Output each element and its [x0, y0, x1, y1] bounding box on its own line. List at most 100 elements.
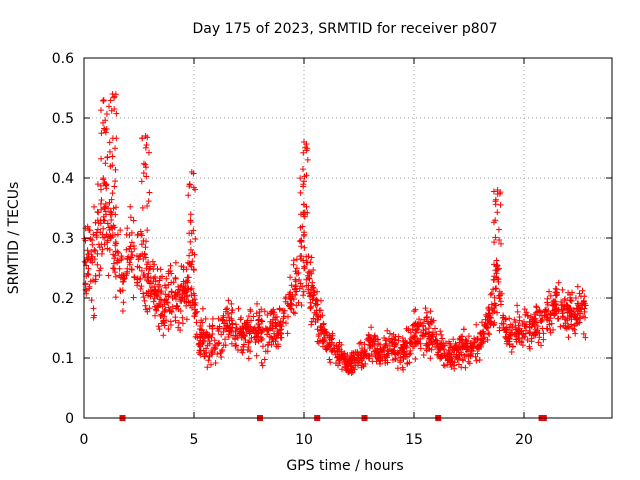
data-point	[504, 326, 510, 333]
data-point	[491, 261, 497, 268]
data-point	[214, 351, 221, 357]
data-point	[142, 133, 149, 139]
data-point	[119, 308, 126, 314]
data-point	[510, 343, 516, 350]
data-point	[498, 240, 504, 247]
data-point	[418, 329, 424, 336]
data-point	[523, 327, 529, 334]
data-point	[564, 303, 571, 310]
data-point	[506, 335, 513, 342]
data-point	[560, 322, 567, 329]
data-point	[320, 331, 327, 337]
data-point	[292, 310, 298, 317]
data-point	[453, 351, 460, 358]
data-point	[90, 277, 96, 284]
data-point	[313, 307, 320, 314]
data-point	[523, 309, 530, 316]
data-point	[90, 314, 97, 321]
data-point	[101, 241, 108, 248]
data-point	[364, 336, 371, 343]
data-point	[145, 270, 152, 277]
data-point	[212, 360, 219, 366]
data-point	[528, 323, 535, 330]
data-point	[494, 275, 501, 282]
data-point	[143, 164, 149, 171]
data-point	[424, 314, 431, 320]
data-point	[90, 305, 97, 312]
data-point	[261, 308, 268, 315]
data-point	[264, 312, 271, 318]
data-point	[400, 356, 407, 362]
data-point	[95, 209, 102, 216]
data-point	[160, 318, 167, 325]
data-point	[350, 364, 357, 371]
data-point	[533, 303, 540, 310]
data-point	[384, 327, 391, 334]
data-point	[178, 263, 185, 270]
data-point	[143, 265, 150, 272]
y-tick-label: 0.6	[52, 51, 74, 67]
data-point	[559, 286, 566, 293]
data-point	[450, 336, 457, 343]
data-point	[426, 331, 433, 338]
data-point	[521, 306, 528, 313]
data-point	[506, 315, 513, 322]
data-point	[134, 253, 140, 259]
data-point	[225, 297, 232, 304]
data-point	[157, 290, 164, 296]
data-point	[168, 289, 175, 296]
data-point	[100, 97, 107, 103]
data-point	[269, 336, 276, 343]
data-point	[277, 318, 284, 325]
data-point	[323, 346, 330, 353]
data-point	[497, 201, 504, 208]
data-point	[145, 290, 152, 297]
data-point	[205, 357, 212, 364]
data-point	[347, 360, 354, 367]
data-point	[253, 310, 260, 317]
data-point	[215, 315, 222, 322]
data-point	[285, 313, 291, 320]
data-point	[90, 231, 97, 238]
data-point	[560, 305, 567, 312]
data-point	[448, 364, 455, 370]
data-point	[188, 169, 195, 175]
data-point	[147, 279, 154, 286]
data-point	[412, 356, 419, 362]
data-point	[130, 243, 137, 249]
data-point	[478, 339, 485, 346]
data-point	[490, 188, 497, 195]
data-point	[168, 309, 175, 315]
data-point	[138, 267, 145, 274]
data-point	[399, 335, 406, 342]
data-point	[87, 236, 94, 242]
data-point	[97, 217, 104, 224]
data-point	[567, 297, 574, 304]
data-point	[320, 320, 327, 327]
data-point	[321, 336, 328, 343]
data-point	[473, 321, 480, 328]
data-point	[187, 246, 194, 253]
data-point	[298, 211, 304, 218]
data-point	[470, 343, 477, 350]
data-point	[327, 359, 334, 366]
data-point	[98, 107, 104, 114]
data-point	[402, 339, 409, 346]
data-point	[484, 320, 491, 327]
data-point	[84, 256, 91, 263]
data-point	[492, 234, 499, 241]
data-point	[199, 319, 206, 326]
data-point	[392, 349, 398, 356]
data-point	[480, 330, 487, 337]
data-point	[494, 309, 500, 316]
data-point	[458, 349, 464, 356]
data-point	[127, 203, 134, 210]
data-point	[346, 357, 353, 364]
data-point	[572, 314, 579, 321]
data-point	[192, 186, 199, 193]
data-point	[105, 272, 112, 279]
data-point	[256, 327, 262, 334]
data-point	[111, 265, 118, 272]
data-point	[440, 340, 447, 347]
data-point	[174, 291, 181, 298]
